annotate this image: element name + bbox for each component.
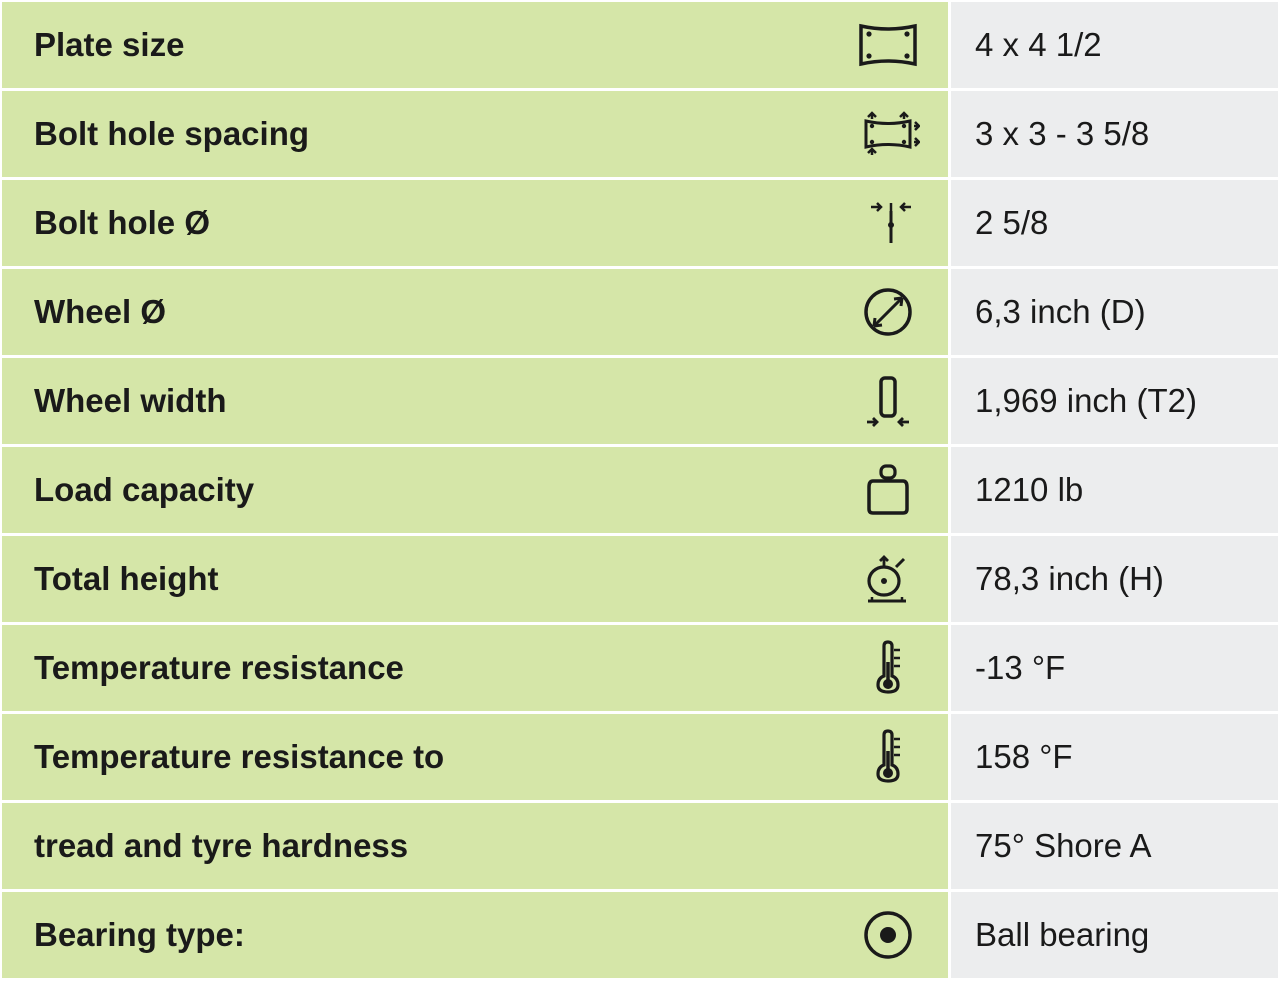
- value-cell: 1210 lb: [951, 447, 1278, 533]
- thermometer-icon: [856, 725, 920, 789]
- wheel-width-icon: [856, 369, 920, 433]
- label-cell: Wheel width: [2, 358, 948, 444]
- plate-size-icon: [856, 13, 920, 77]
- spec-label: Plate size: [34, 26, 184, 64]
- load-capacity-icon: [856, 458, 920, 522]
- value-cell: Ball bearing: [951, 892, 1278, 978]
- table-row: Temperature resistance to 158 °F: [2, 714, 1278, 800]
- spec-value: 78,3 inch (H): [975, 560, 1164, 598]
- table-row: Wheel Ø 6,3 inch (D): [2, 269, 1278, 355]
- value-cell: 1,969 inch (T2): [951, 358, 1278, 444]
- spec-value: -13 °F: [975, 649, 1065, 687]
- value-cell: 2 5/8: [951, 180, 1278, 266]
- total-height-icon: [856, 547, 920, 611]
- label-cell: Wheel Ø: [2, 269, 948, 355]
- spec-value: 75° Shore A: [975, 827, 1152, 865]
- label-cell: Temperature resistance: [2, 625, 948, 711]
- label-cell: Load capacity: [2, 447, 948, 533]
- spec-value: 2 5/8: [975, 204, 1048, 242]
- spec-label: Bolt hole spacing: [34, 115, 309, 153]
- value-cell: 3 x 3 - 3 5/8: [951, 91, 1278, 177]
- spec-label: Wheel Ø: [34, 293, 166, 331]
- label-cell: Plate size: [2, 2, 948, 88]
- table-row: Bolt hole Ø 2 5/8: [2, 180, 1278, 266]
- value-cell: 6,3 inch (D): [951, 269, 1278, 355]
- spec-label: tread and tyre hardness: [34, 827, 408, 865]
- spec-value: 1,969 inch (T2): [975, 382, 1197, 420]
- table-row: Temperature resistance -13 °F: [2, 625, 1278, 711]
- spec-value: 6,3 inch (D): [975, 293, 1146, 331]
- spec-table: Plate size 4 x 4 1/2 Bolt hole spacing: [2, 2, 1278, 978]
- table-row: Wheel width 1,969 inch (T2): [2, 358, 1278, 444]
- bearing-type-icon: [856, 903, 920, 967]
- value-cell: 158 °F: [951, 714, 1278, 800]
- spec-label: Load capacity: [34, 471, 254, 509]
- table-row: Total height 78,3 inch (H): [2, 536, 1278, 622]
- spec-value: 3 x 3 - 3 5/8: [975, 115, 1149, 153]
- value-cell: 78,3 inch (H): [951, 536, 1278, 622]
- label-cell: Temperature resistance to: [2, 714, 948, 800]
- bolt-hole-spacing-icon: [856, 102, 920, 166]
- label-cell: Bolt hole spacing: [2, 91, 948, 177]
- label-cell: tread and tyre hardness: [2, 803, 948, 889]
- spec-label: Wheel width: [34, 382, 227, 420]
- value-cell: 4 x 4 1/2: [951, 2, 1278, 88]
- wheel-diameter-icon: [856, 280, 920, 344]
- label-cell: Total height: [2, 536, 948, 622]
- spec-value: 4 x 4 1/2: [975, 26, 1102, 64]
- table-row: Load capacity 1210 lb: [2, 447, 1278, 533]
- spec-label: Total height: [34, 560, 219, 598]
- label-cell: Bearing type:: [2, 892, 948, 978]
- table-row: tread and tyre hardness 75° Shore A: [2, 803, 1278, 889]
- label-cell: Bolt hole Ø: [2, 180, 948, 266]
- spec-label: Bearing type:: [34, 916, 245, 954]
- spec-label: Temperature resistance to: [34, 738, 444, 776]
- bolt-hole-diameter-icon: [856, 191, 920, 255]
- table-row: Bearing type: Ball bearing: [2, 892, 1278, 978]
- spec-value: Ball bearing: [975, 916, 1149, 954]
- spec-label: Bolt hole Ø: [34, 204, 210, 242]
- table-row: Bolt hole spacing 3 x 3 - 3 5/8: [2, 91, 1278, 177]
- table-row: Plate size 4 x 4 1/2: [2, 2, 1278, 88]
- spec-value: 1210 lb: [975, 471, 1083, 509]
- spec-value: 158 °F: [975, 738, 1073, 776]
- spec-label: Temperature resistance: [34, 649, 404, 687]
- blank-icon: [856, 814, 920, 878]
- value-cell: -13 °F: [951, 625, 1278, 711]
- thermometer-icon: [856, 636, 920, 700]
- value-cell: 75° Shore A: [951, 803, 1278, 889]
